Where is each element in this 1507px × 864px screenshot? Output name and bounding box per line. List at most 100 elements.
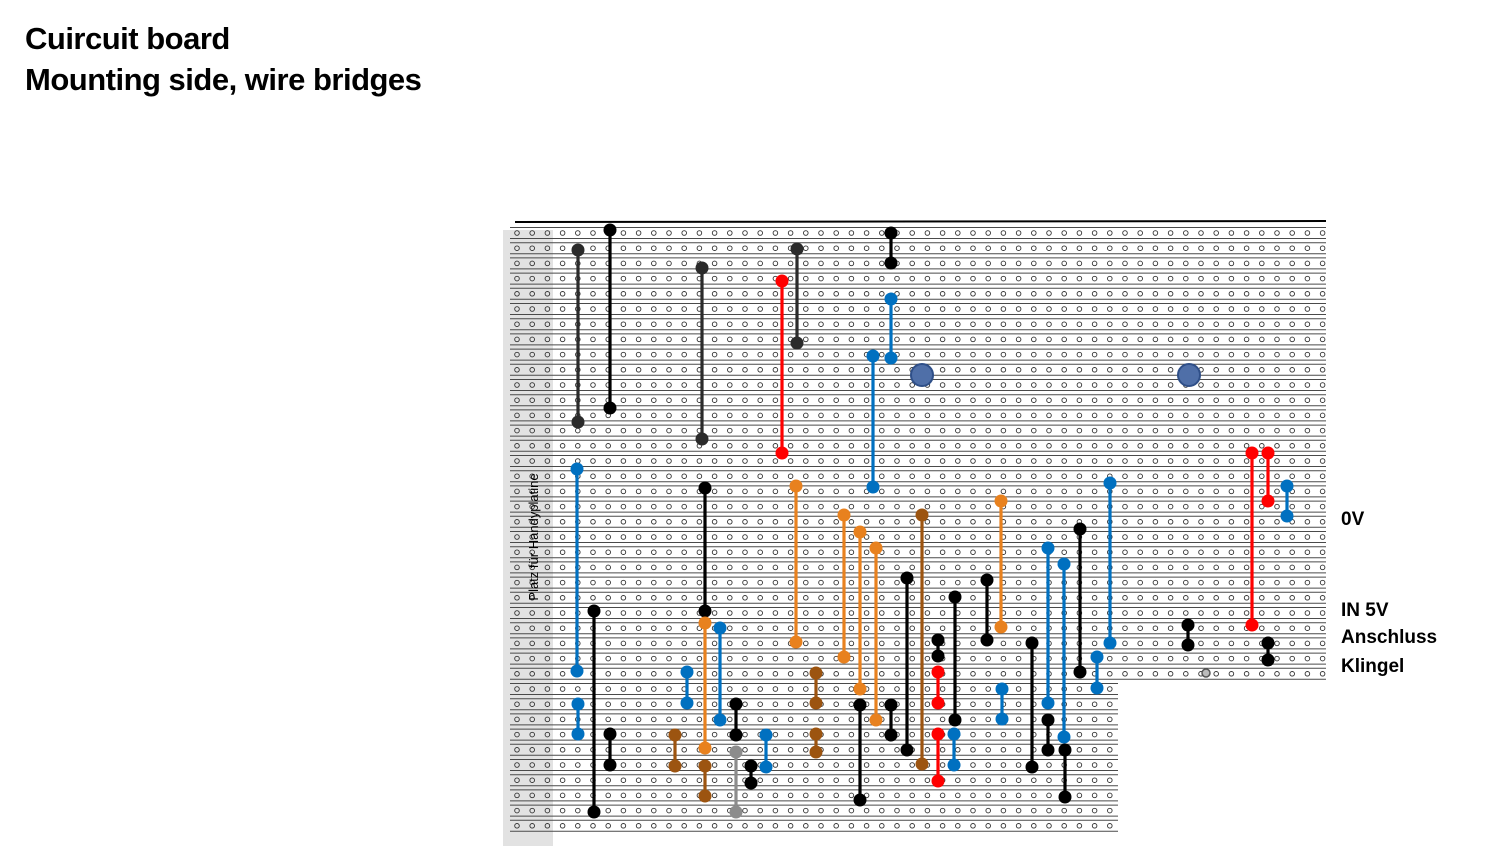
strip-hole [848,595,855,601]
strip-hole [514,291,520,297]
strip-hole [559,731,566,738]
wire-bridge-end [1280,509,1294,523]
strip-hole [1031,321,1037,327]
strip-hole [894,792,900,799]
strip-hole [559,777,566,783]
strip-hole [1183,473,1189,479]
strip-hole [514,260,520,267]
strip-hole [1031,275,1037,282]
strip-hole [1198,473,1204,479]
strip-hole [939,382,946,388]
strip-hole [803,230,809,236]
strip-hole [1137,488,1143,495]
strip-hole [1031,777,1037,783]
strip-hole [1015,716,1022,723]
strip-hole [696,655,703,662]
strip-hole [803,382,809,388]
strip-hole [1319,230,1326,236]
strip-hole [681,443,687,449]
strip-hole [1046,473,1052,479]
strip-hole [1107,230,1113,236]
strip-hole [833,807,839,814]
strip-hole [742,731,748,738]
strip-hole [1319,443,1326,449]
strip-hole [559,595,566,601]
strip-hole [772,686,779,692]
strip-hole [727,777,733,783]
strip-hole [803,260,809,267]
strip-hole [514,595,520,601]
strip-hole [635,367,642,373]
strip-hole [787,595,794,601]
strip-hole [970,579,976,586]
strip-hole [879,579,885,586]
strip-hole [529,230,535,236]
strip-hole [605,716,611,723]
strip-hole [711,321,718,327]
strip-hole [1198,336,1204,343]
strip-hole [955,397,961,403]
strip-hole [742,367,748,373]
strip-hole [635,397,642,403]
strip-hole [818,686,824,692]
strip-hole [514,655,520,662]
strip-hole [1000,473,1007,479]
strip-hole [1031,488,1037,495]
strip-hole [1259,367,1265,373]
strip-hole [742,321,748,327]
strip-hole [772,306,779,312]
strip-hole [1183,579,1189,586]
strip-hole [696,595,703,601]
strip-hole [1213,230,1219,236]
strip-hole [1274,671,1280,677]
strip-hole [757,230,763,236]
strip-hole [1137,382,1143,388]
wire-bridge [1058,743,1072,804]
strip-hole [985,762,991,768]
strip-hole [651,351,657,358]
wire-bridge [729,697,743,742]
strip-hole [529,762,535,768]
strip-hole [894,671,900,677]
strip-hole [742,564,748,571]
strip-hole [635,534,642,540]
strip-hole [605,458,611,464]
strip-hole [529,458,535,464]
strip-hole [1137,260,1143,267]
strip-hole [1076,427,1083,434]
strip-hole [620,640,627,647]
strip-hole [1137,549,1143,555]
strip-hole [727,549,733,555]
strip-hole [1015,382,1022,388]
strip-hole [1274,534,1280,540]
strip-hole [894,458,900,464]
strip-hole [559,275,566,282]
strip-hole [985,519,991,525]
strip-hole [970,686,976,692]
strip-hole [894,823,900,829]
strip-hole [985,458,991,464]
strip-hole [1319,427,1326,434]
strip-hole [559,762,566,768]
strip-hole [651,640,657,647]
strip-hole [772,595,779,601]
strip-hole [1076,291,1083,297]
strip-hole [1259,397,1265,403]
strip-hole [894,564,900,571]
strip-hole [1304,503,1311,510]
strip-hole [711,534,718,540]
strip-hole [1031,610,1037,616]
strip-hole [1198,351,1204,358]
strip-hole [955,488,961,495]
strip-hole [1243,655,1250,662]
strip-hole [575,777,581,783]
strip-hole [696,731,703,738]
strip-hole [955,382,961,388]
strip-hole [772,564,779,571]
strip-hole [529,473,535,479]
strip-hole [833,671,839,677]
strip-hole [985,747,991,753]
strip-hole [818,230,824,236]
wire-bridge-end [853,698,867,712]
strip-hole [863,747,870,753]
